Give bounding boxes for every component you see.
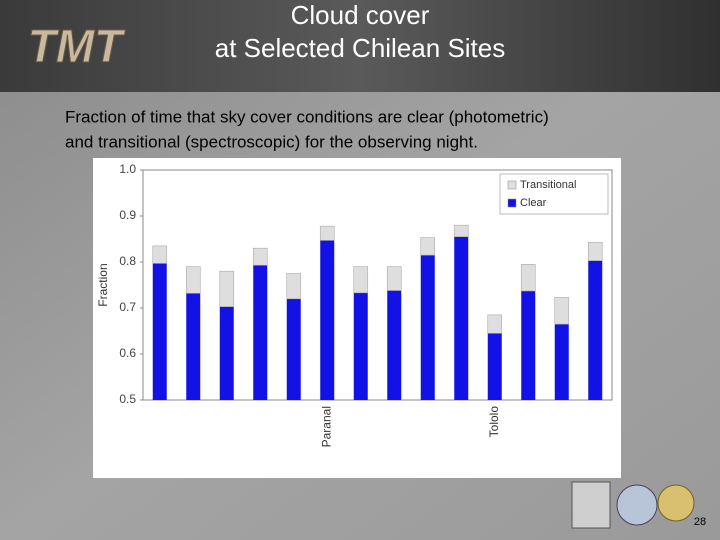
- y-tick-label: 0.9: [119, 208, 136, 222]
- y-tick-label: 1.0: [119, 162, 136, 176]
- bar-segment: [453, 224, 469, 237]
- bar-segment: [319, 225, 335, 241]
- bar-segment: [152, 263, 167, 400]
- bar-segment: [186, 293, 201, 400]
- x-tick-label: Tololo: [487, 406, 501, 438]
- bar-segment: [487, 314, 503, 334]
- legend-swatch: [507, 180, 517, 190]
- description: Fraction of time that sky cover conditio…: [65, 107, 549, 126]
- bar-segment: [420, 255, 435, 400]
- bar-segment: [520, 263, 536, 292]
- legend-box: [499, 173, 609, 215]
- bar-segment: [587, 241, 603, 261]
- header-band: [0, 0, 720, 92]
- bar-segment: [420, 237, 436, 256]
- x-tick-label: Paranal: [319, 406, 333, 447]
- slide-title: at Selected Chilean Sites: [215, 33, 506, 63]
- bar-segment: [286, 273, 302, 300]
- bar-segment: [554, 297, 570, 325]
- description: and transitional (spectroscopic) for the…: [65, 132, 478, 151]
- bar-segment: [353, 266, 369, 294]
- bar-segment: [454, 236, 469, 400]
- logo-nsf: [657, 484, 695, 522]
- bar-segment: [320, 240, 335, 400]
- bar-segment: [487, 333, 502, 400]
- bar-segment: [588, 260, 603, 400]
- bar-segment: [286, 298, 301, 400]
- bar-segment: [253, 265, 268, 400]
- bar-segment: [152, 245, 168, 264]
- slide-title: Cloud cover: [291, 0, 430, 30]
- y-axis-label: Fraction: [96, 263, 110, 306]
- bar-segment: [252, 247, 268, 266]
- y-tick-label: 0.8: [119, 254, 136, 268]
- bar-segment: [185, 266, 201, 294]
- bar-segment: [353, 292, 368, 400]
- legend-label: Transitional: [520, 179, 576, 191]
- logo: TMT: [28, 20, 126, 72]
- logo-gemini: [571, 481, 611, 529]
- plot-frame: [142, 169, 613, 401]
- y-tick-label: 0.7: [119, 300, 136, 314]
- bar-segment: [219, 270, 235, 307]
- y-tick-label: 0.6: [119, 346, 136, 360]
- legend-swatch: [507, 198, 517, 208]
- bar-segment: [554, 324, 569, 400]
- y-tick-label: 0.5: [119, 392, 136, 406]
- page-number: 28: [694, 516, 706, 528]
- bar-segment: [219, 306, 234, 400]
- legend-label: Clear: [520, 197, 547, 209]
- logo-noao: [616, 484, 658, 526]
- bar-segment: [386, 266, 402, 291]
- bar-segment: [521, 290, 536, 400]
- bar-segment: [387, 290, 402, 400]
